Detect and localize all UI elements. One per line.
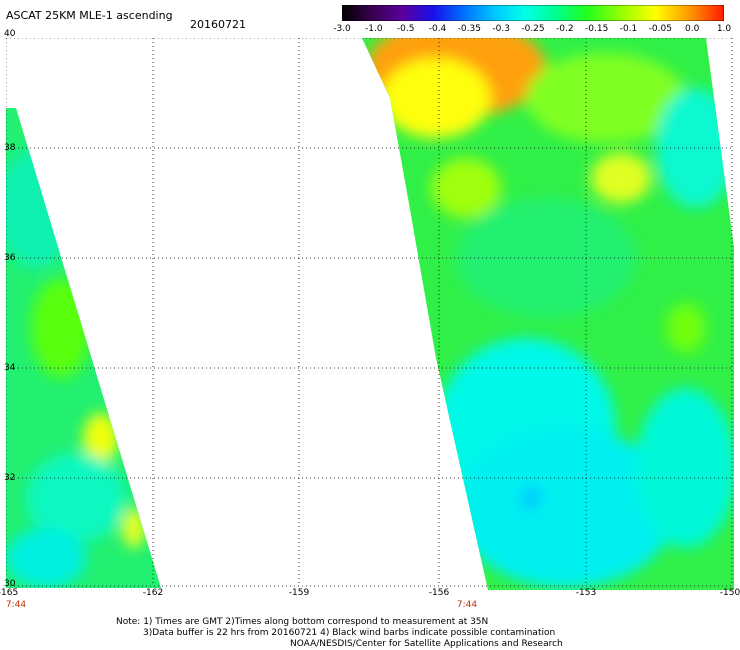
lon-label-156: -156 <box>428 588 450 598</box>
note-line-2: 3)Data buffer is 22 hrs from 20160721 4)… <box>143 628 556 638</box>
lat-label-40: 40 <box>4 29 16 39</box>
color-scale-label: 1.0 <box>716 24 732 34</box>
color-scale-label: -0.4 <box>428 24 447 34</box>
color-scale-label: -0.1 <box>619 24 638 34</box>
color-scale-bar <box>342 5 724 21</box>
color-scale-label: -0.35 <box>457 24 481 34</box>
product-date: 20160721 <box>190 18 246 31</box>
lon-label-159: -159 <box>288 588 310 598</box>
swath-time-right: 7:44 <box>456 600 478 610</box>
graticule <box>6 38 734 587</box>
color-scale-label: -0.25 <box>521 24 545 34</box>
color-scale-label: 0.0 <box>684 24 700 34</box>
left-swath <box>6 108 161 588</box>
lat-label-32: 32 <box>4 473 16 483</box>
color-scale-label: -0.2 <box>556 24 574 34</box>
lat-label-36: 36 <box>4 253 16 263</box>
product-title: ASCAT 25KM MLE-1 ascending <box>6 9 173 22</box>
color-scale-label: -0.3 <box>492 24 510 34</box>
color-scale-label: -1.0 <box>365 24 383 34</box>
wind-speed-map <box>6 38 734 590</box>
lon-label-162: -162 <box>142 588 164 598</box>
lat-label-30: 30 <box>4 579 16 589</box>
lon-label-153: -153 <box>575 588 597 598</box>
lat-label-38: 38 <box>4 143 16 153</box>
color-scale-label: -0.5 <box>396 24 415 34</box>
lon-label-150: -150 <box>719 588 740 598</box>
swath-time-left: 7:44 <box>5 600 27 610</box>
lon-label-165: -165 <box>0 588 19 598</box>
lat-label-34: 34 <box>4 363 16 373</box>
color-scale-label: -0.15 <box>585 24 609 34</box>
note-line-3: NOAA/NESDIS/Center for Satellite Applica… <box>290 639 563 649</box>
color-scale-label: -0.05 <box>648 24 672 34</box>
right-swath <box>362 38 734 590</box>
color-scale-label: -3.0 <box>333 24 351 34</box>
note-line-1: Note: 1) Times are GMT 2)Times along bot… <box>116 617 489 627</box>
